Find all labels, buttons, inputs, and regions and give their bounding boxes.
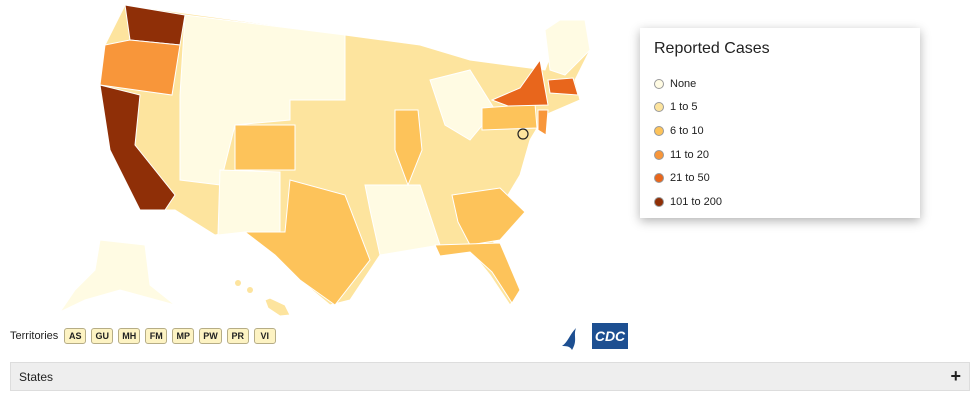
legend-swatch xyxy=(654,102,664,113)
state-fl xyxy=(434,242,521,304)
state-il xyxy=(394,109,423,187)
dc-marker[interactable] xyxy=(517,128,529,140)
legend-label: 101 to 200 xyxy=(670,195,722,208)
state-none xyxy=(179,14,346,186)
legend-swatch xyxy=(654,173,664,184)
legend-item: 11 to 20 xyxy=(654,143,906,167)
territory-buttons: AS GU MH FM MP PW PR VI xyxy=(64,328,281,344)
territory-button[interactable]: VI xyxy=(253,328,276,344)
state-none xyxy=(217,169,281,236)
accordion-label: States xyxy=(19,369,54,384)
accordion-icon[interactable]: + xyxy=(950,366,961,386)
legend-item: 101 to 200 xyxy=(654,190,906,214)
state-or xyxy=(99,39,181,96)
state-ca xyxy=(99,84,176,211)
territory-button[interactable]: MP xyxy=(172,328,195,344)
legend-label: 21 to 50 xyxy=(670,172,710,185)
state-ny xyxy=(490,58,549,107)
state-hi xyxy=(247,287,253,293)
cdc-text: CDC xyxy=(595,328,626,344)
us-map xyxy=(58,4,591,317)
state-hi xyxy=(235,280,241,286)
legend-swatch xyxy=(654,125,664,136)
state-co xyxy=(234,124,296,171)
territory-button[interactable]: AS xyxy=(64,328,87,344)
cdc-logo: CDC xyxy=(562,323,628,350)
territories-label: Territories xyxy=(10,330,59,342)
state-tx xyxy=(243,179,371,306)
legend-label: 6 to 10 xyxy=(670,124,704,137)
hhs-bird xyxy=(562,328,576,350)
territory-button[interactable]: PR xyxy=(226,328,249,344)
territory-button[interactable]: GU xyxy=(91,328,114,344)
legend-label: 11 to 20 xyxy=(670,148,709,161)
states-accordion[interactable]: States + xyxy=(10,362,970,391)
legend-item: 21 to 50 xyxy=(654,166,906,190)
cdc-box xyxy=(592,323,628,349)
territory-button[interactable]: MH xyxy=(118,328,141,344)
state-hi xyxy=(264,297,291,317)
state-wa xyxy=(124,4,186,46)
legend-swatch xyxy=(654,149,664,160)
state-ma xyxy=(547,77,579,96)
legend-label: 1 to 5 xyxy=(670,101,698,114)
legend-label: None xyxy=(670,77,697,90)
legend: Reported Cases None 1 to 5 6 to 10 11 to 20… xyxy=(640,28,920,218)
legend-item: 1 to 5 xyxy=(654,96,906,120)
legend-title: Reported Cases xyxy=(654,40,770,57)
state-none xyxy=(364,184,441,256)
territories: Territories AS GU MH FM MP PW PR VI xyxy=(10,328,281,344)
state-ak xyxy=(58,239,176,314)
legend-item: 6 to 10 xyxy=(654,119,906,143)
legend-swatch xyxy=(654,78,664,89)
legend-item: None xyxy=(654,72,906,96)
state-pa xyxy=(481,103,538,131)
state-nj xyxy=(537,109,549,136)
territory-button[interactable]: FM xyxy=(145,328,168,344)
state-none xyxy=(544,19,591,76)
legend-items: None 1 to 5 6 to 10 11 to 20 21 to 50 101 to … xyxy=(654,72,906,214)
territory-button[interactable]: PW xyxy=(199,328,222,344)
legend-swatch xyxy=(654,196,664,207)
state-ga-sc xyxy=(451,187,526,246)
